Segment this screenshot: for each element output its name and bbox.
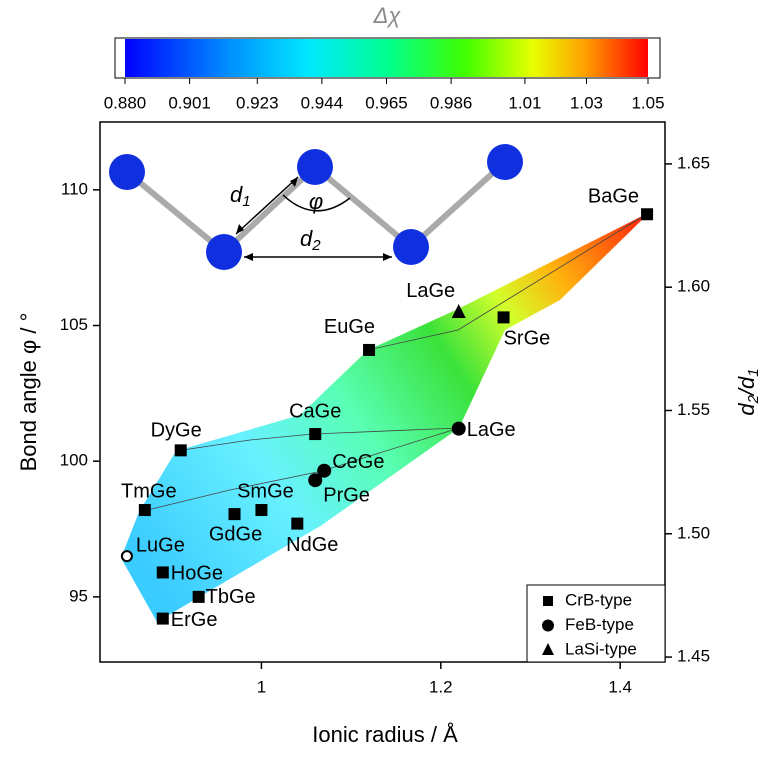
- colorbar: [114, 37, 661, 79]
- marker-triangle: [451, 303, 466, 318]
- marker-circle: [451, 421, 466, 436]
- colorbar-tick-label: 0.923: [236, 93, 279, 112]
- marker-square: [309, 428, 322, 441]
- y2-tick-label: 1.65: [677, 153, 710, 172]
- y2-tick-label: 1.60: [677, 277, 710, 296]
- marker-square: [543, 596, 553, 606]
- point-label: LaGe: [406, 280, 455, 302]
- marker-circle: [542, 619, 554, 632]
- x-tick-label: 1: [257, 677, 266, 696]
- x-tick-label: 1.2: [429, 677, 453, 696]
- phi-label: φ: [309, 189, 323, 214]
- contour-line: [367, 211, 651, 351]
- point-label: HoGe: [171, 563, 223, 585]
- marker-circle: [308, 473, 323, 488]
- marker-open-circle: [120, 550, 133, 563]
- point-label: SrGe: [504, 328, 551, 350]
- legend-label: CrB-type: [565, 590, 632, 609]
- point-label: DyGe: [151, 420, 202, 442]
- arrow-d1: [235, 176, 299, 235]
- point-label: ErGe: [171, 609, 218, 631]
- point-label: PrGe: [323, 484, 370, 506]
- point-label: CeGe: [332, 451, 384, 473]
- point-label: LuGe: [136, 534, 185, 556]
- marker-square: [291, 517, 304, 530]
- legend-label: LaSi-type: [565, 639, 637, 658]
- colorbar-tick-label: 0.965: [365, 93, 408, 112]
- marker-square: [192, 590, 205, 603]
- point-label: TbGe: [206, 586, 256, 608]
- colorbar-tick-label: 0.901: [168, 93, 211, 112]
- point-label: LaGe: [467, 419, 516, 441]
- marker-square: [138, 504, 151, 517]
- colorbar-tick-label: 0.986: [430, 93, 473, 112]
- point-label: EuGe: [324, 316, 375, 338]
- angle-arc: [282, 194, 351, 212]
- marker-square: [156, 566, 169, 579]
- point-label: BaGe: [588, 186, 639, 208]
- point-label: NdGe: [286, 534, 338, 556]
- marker-square: [228, 508, 241, 521]
- colorbar-tick-label: 0.880: [104, 93, 147, 112]
- d2-label: d2: [300, 226, 321, 254]
- y2-tick-label: 1.50: [677, 523, 710, 542]
- x-axis-label: Ionic radius / Å: [312, 722, 458, 747]
- y-tick-label: 95: [69, 586, 88, 605]
- point-label: TmGe: [121, 480, 177, 502]
- point-label: GdGe: [209, 523, 262, 545]
- colorbar-title: Δχ: [373, 3, 402, 28]
- plot-frame: [99, 121, 666, 663]
- y-axis-label: Bond angle φ / °: [16, 313, 41, 472]
- contour-fill: [121, 212, 650, 622]
- y-tick-label: 105: [60, 315, 88, 334]
- legend-label: FeB-type: [565, 615, 634, 634]
- marker-square: [641, 208, 654, 221]
- contour-line: [175, 427, 460, 452]
- contour-line: [138, 427, 460, 513]
- point-label: CaGe: [289, 400, 341, 422]
- marker-square: [497, 311, 510, 324]
- y2-tick-label: 1.55: [677, 400, 710, 419]
- marker-square: [156, 612, 169, 625]
- y2-axis-label: d2/d1: [734, 368, 762, 415]
- d1-label: d1: [230, 182, 251, 210]
- marker-square: [255, 504, 268, 517]
- y2-tick-label: 1.45: [677, 647, 710, 666]
- marker-square: [174, 444, 187, 457]
- colorbar-gradient: [125, 39, 648, 77]
- marker-circle: [317, 463, 332, 478]
- colorbar-tick-label: 1.01: [508, 93, 541, 112]
- atoms: [109, 144, 523, 270]
- inset: d1 d2 φ: [109, 144, 523, 270]
- marker-square: [363, 343, 376, 356]
- colorbar-tick-label: 0.944: [301, 93, 344, 112]
- colorbar-tick-label: 1.03: [570, 93, 603, 112]
- y-tick-label: 110: [61, 179, 88, 198]
- colorbar-tick-label: 1.05: [631, 93, 664, 112]
- point-label: SmGe: [237, 480, 294, 502]
- y-tick-label: 100: [60, 451, 88, 470]
- marker-triangle: [542, 643, 554, 655]
- x-tick-label: 1.4: [608, 677, 632, 696]
